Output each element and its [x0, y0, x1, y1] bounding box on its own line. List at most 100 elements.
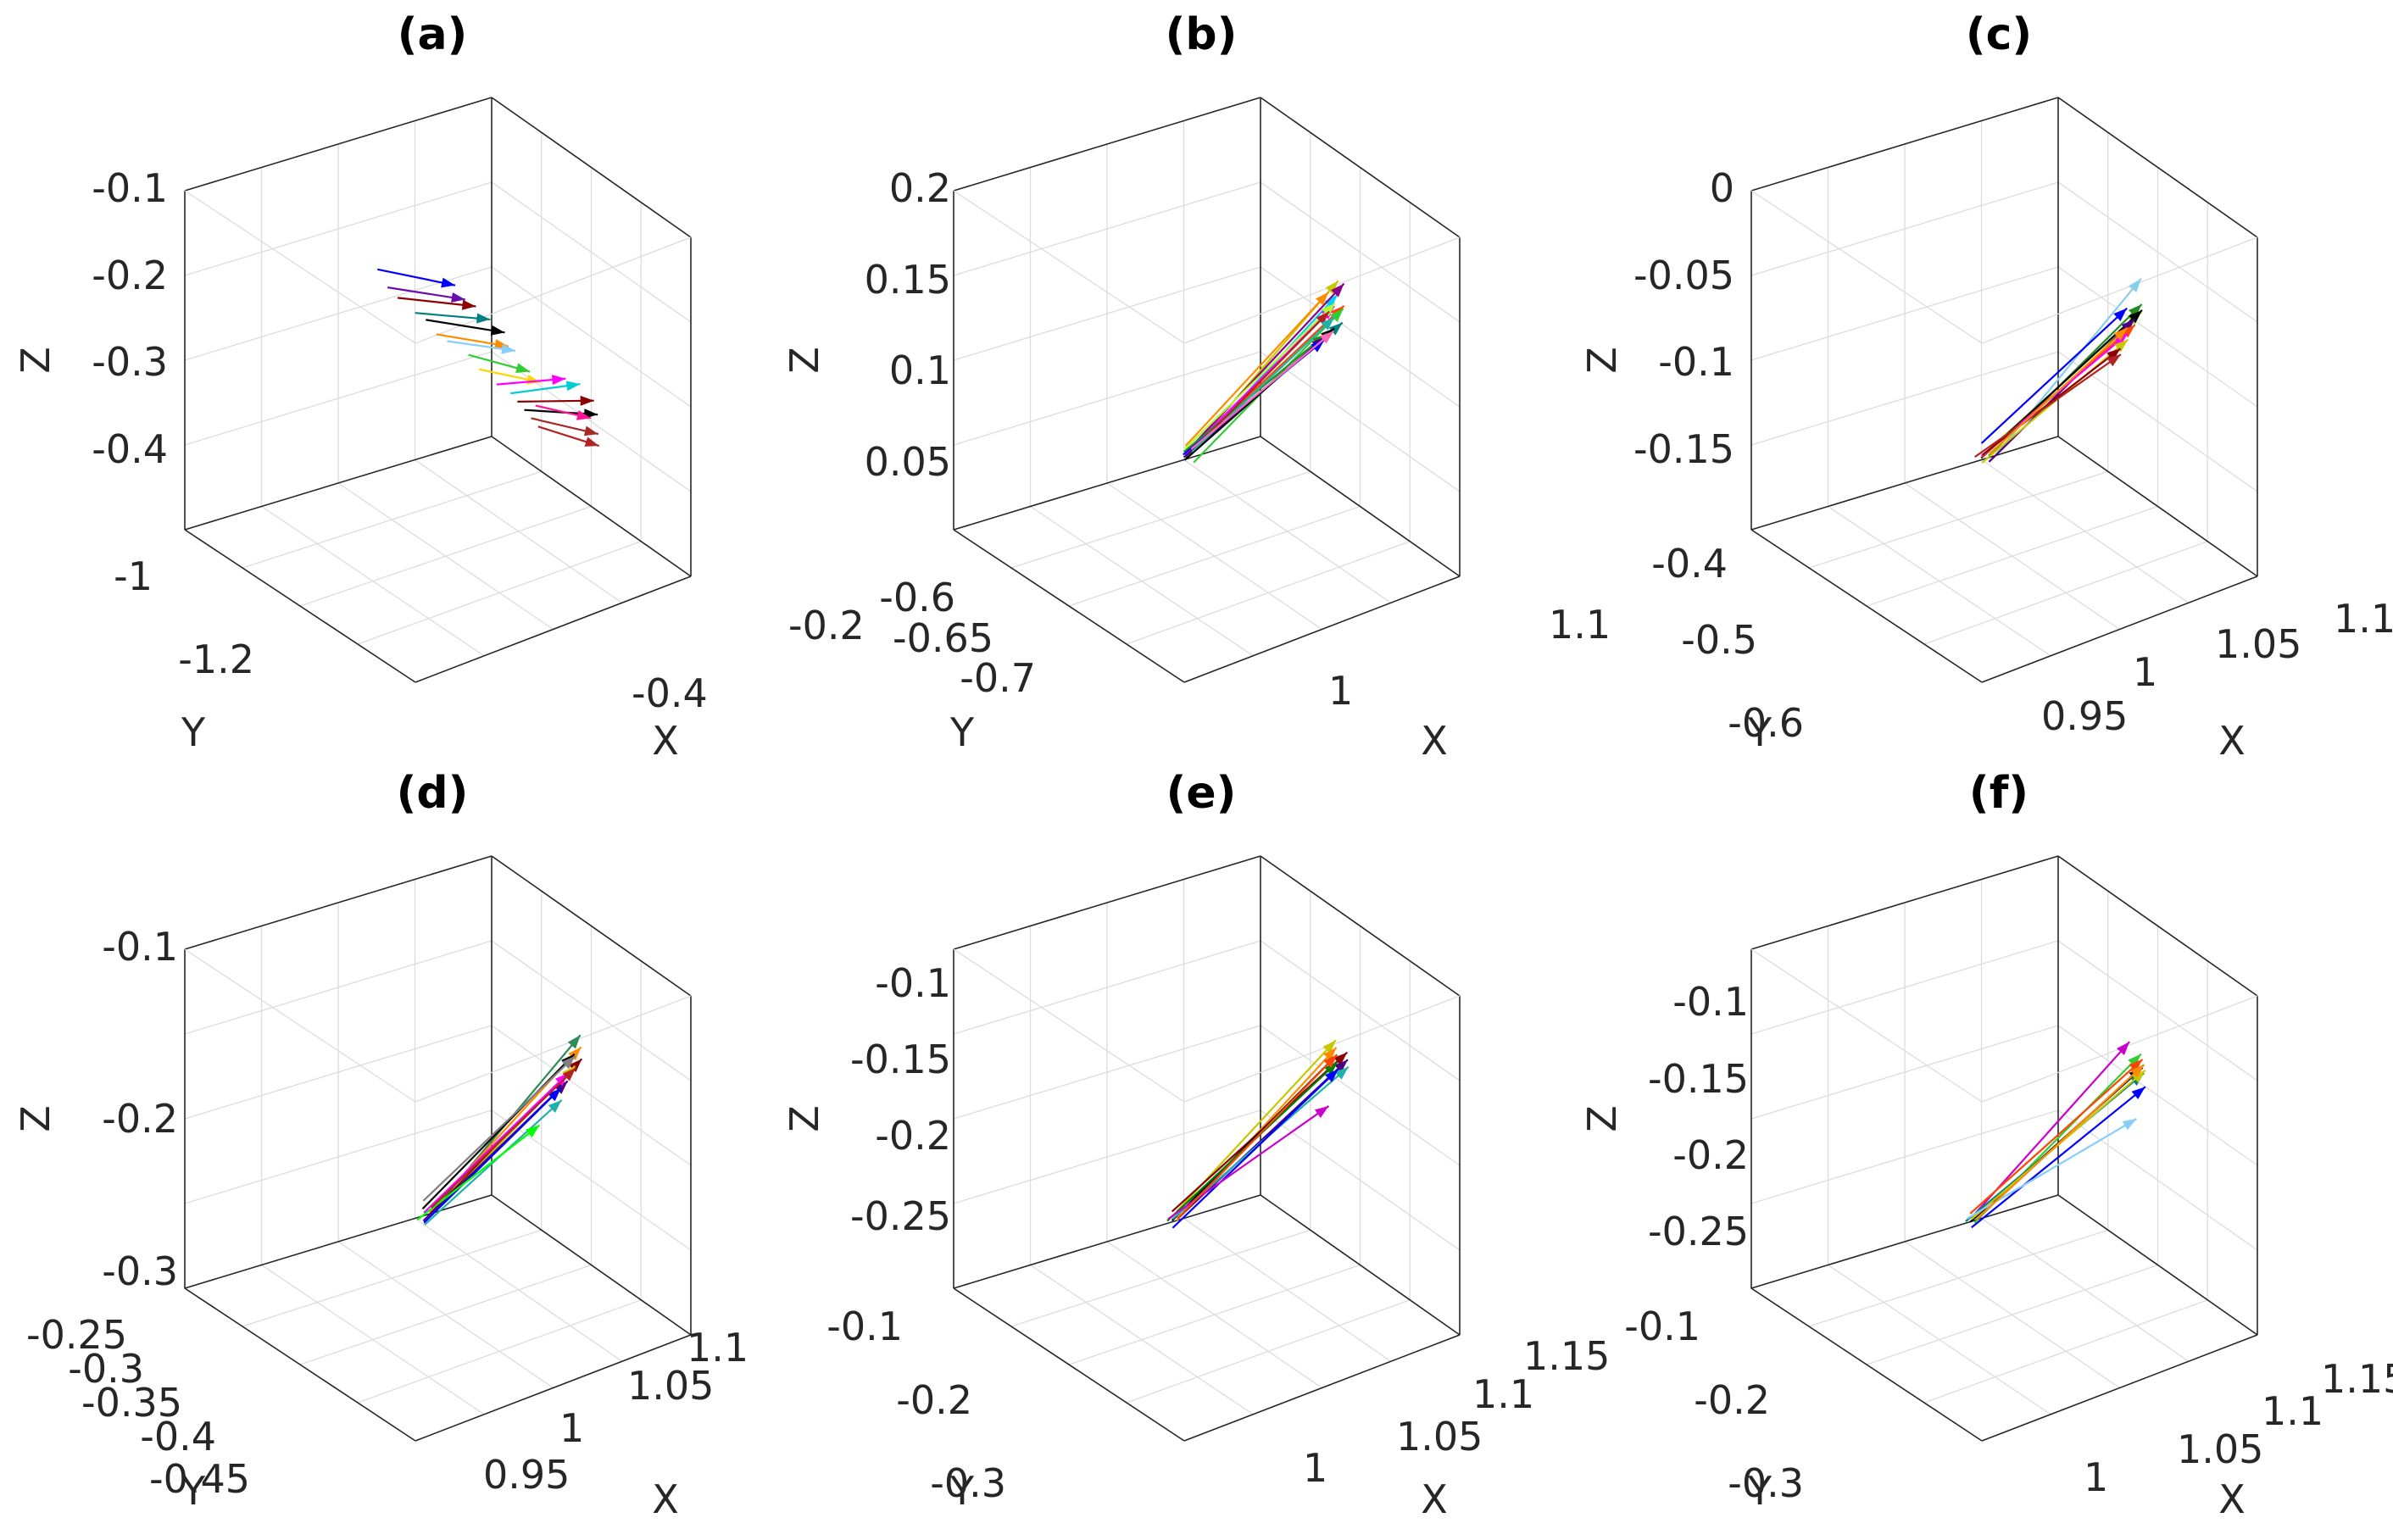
vector-arrowhead: [451, 292, 465, 303]
vector-arrowhead: [1311, 339, 1325, 353]
vector-arrowhead: [2121, 319, 2135, 332]
y-tick-label: -0.1: [826, 1304, 903, 1349]
axis-frame-line: [1260, 97, 1461, 238]
vector-arrowhead: [441, 277, 456, 288]
axis-frame-line: [1981, 1334, 2258, 1442]
vector-arrowhead: [461, 299, 476, 310]
vector-arrowhead: [1330, 309, 1344, 322]
grid-line: [357, 541, 642, 645]
axis-frame-line: [1750, 1194, 2059, 1289]
axis-frame-line: [491, 855, 692, 997]
y-axis-label: Y: [949, 709, 975, 755]
panel-title: (d): [397, 768, 469, 819]
z-axis-label: Z: [13, 347, 58, 374]
panel-d: (d)-0.1-0.2-0.3-0.25-0.3-0.35-0.4-0.45 0.…: [13, 768, 749, 1522]
z-axis-label: Z: [1579, 347, 1625, 374]
axis-frame-line: [491, 1194, 692, 1336]
grid-line: [184, 190, 416, 344]
grid-line: [415, 1217, 623, 1362]
panel-title: (e): [1166, 768, 1237, 819]
axis-frame-line: [2057, 1194, 2258, 1336]
vector-arrowhead: [2121, 325, 2135, 338]
vector-arrowhead: [568, 1047, 582, 1061]
y-axis-label: Y: [1747, 709, 1772, 755]
y-tick-label: -0.6: [1728, 700, 1804, 746]
y-tick-label: -0.7: [960, 655, 1036, 701]
vector-shaft: [1183, 303, 1336, 450]
grid-line: [1750, 1025, 2258, 1166]
vector-arrowhead: [548, 1099, 562, 1114]
panel-title: (f): [1969, 768, 2028, 819]
panel-a: (a) -0.1 -0.2 -0.3 -0.4 -1 -1.2 -0.4 -0.2 Z Y X: [13, 9, 865, 764]
grid-line: [184, 940, 692, 1081]
x-axis-label: X: [1421, 718, 1448, 764]
axis-frame-line: [184, 97, 493, 192]
panel-e: (e)-0.1-0.15-0.2-0.25-0.1-0.2-0.3 11.051.…: [782, 768, 1610, 1522]
vector-arrowhead: [490, 325, 505, 336]
x-tick-label: 1.1: [2262, 1388, 2323, 1434]
vector-arrowhead: [515, 363, 531, 374]
vector-arrowhead: [2122, 1119, 2137, 1131]
y-tick-label: -0.1: [1624, 1304, 1700, 1349]
vector-arrowhead: [526, 1125, 540, 1138]
grid-line: [1750, 181, 2258, 323]
vector-arrowhead: [562, 1068, 576, 1081]
grid-line: [184, 181, 692, 323]
vector-arrowhead: [2129, 278, 2141, 293]
vector-shaft: [1194, 310, 1330, 450]
grid-line: [1183, 995, 1461, 1103]
vector-arrowhead: [2106, 348, 2121, 361]
panel-title: (b): [1166, 9, 1238, 60]
vector-shaft: [423, 1087, 562, 1224]
panel-c: (c) 0 -0.05 -0.1 -0.15 -0.4 -0.5 -0.6 0.951 1.05 1…: [1579, 9, 2393, 764]
grid-line: [184, 948, 416, 1103]
vector-shaft: [423, 1072, 570, 1214]
vector-arrowhead: [551, 375, 566, 386]
z-axis-label: Z: [13, 1105, 58, 1132]
vector-shaft: [1974, 353, 2122, 459]
vector-arrowhead: [2130, 1065, 2145, 1078]
grid-line: [184, 266, 692, 408]
grid-line: [1923, 541, 2208, 645]
x-tick-label: 1.05: [627, 1363, 714, 1409]
vector-arrowhead: [1314, 1105, 1329, 1119]
vector-arrowhead: [568, 1059, 582, 1073]
y-tick-label: -0.3: [68, 1346, 144, 1392]
vector-arrowhead: [1323, 1047, 1337, 1061]
z-tick-label: 0.15: [865, 257, 951, 303]
vector-arrowhead: [576, 410, 591, 420]
grid-line: [337, 1241, 554, 1389]
axis-frame-line: [184, 529, 416, 683]
vector-arrowhead: [583, 425, 598, 436]
z-tick-label: -0.2: [102, 1096, 178, 1142]
grid-line: [1750, 948, 1983, 1103]
axis-frame-line: [184, 436, 493, 531]
y-tick-label: -0.65: [893, 615, 993, 661]
grid-line: [1183, 236, 1461, 344]
panel-title: (a): [398, 9, 468, 60]
z-tick-label: -0.1: [92, 165, 168, 211]
grid-line: [1750, 190, 1983, 344]
grid-line: [1981, 236, 2258, 344]
x-tick-label: 1.1: [1472, 1371, 1534, 1417]
panel-b: (b) 0.2 0.15 0.1 0.05 -0.6-0.65-0.7 1 1.1 Z Y X: [782, 9, 1611, 764]
y-tick-label: -0.2: [896, 1377, 972, 1423]
vector-shaft: [422, 1055, 576, 1202]
grid-line: [1750, 266, 2258, 408]
grid-line: [415, 236, 692, 344]
axis-frame-line: [184, 1287, 416, 1442]
axis-frame-line: [1260, 436, 1461, 577]
axis-frame-line: [1260, 855, 1461, 997]
axis-frame-line: [491, 436, 692, 577]
vector-arrowhead: [526, 374, 541, 385]
x-tick-label: 0.95: [483, 1452, 570, 1498]
y-tick-label: -0.6: [879, 575, 955, 620]
vector-arrowhead: [1316, 311, 1330, 325]
z-tick-label: -0.1: [102, 924, 178, 970]
vector-arrowhead: [1328, 322, 1343, 336]
z-tick-label: -0.1: [875, 960, 951, 1006]
vector-arrowhead: [1334, 1066, 1349, 1080]
axis-frame-line: [1183, 575, 1461, 683]
vector-arrowhead: [1324, 294, 1338, 309]
